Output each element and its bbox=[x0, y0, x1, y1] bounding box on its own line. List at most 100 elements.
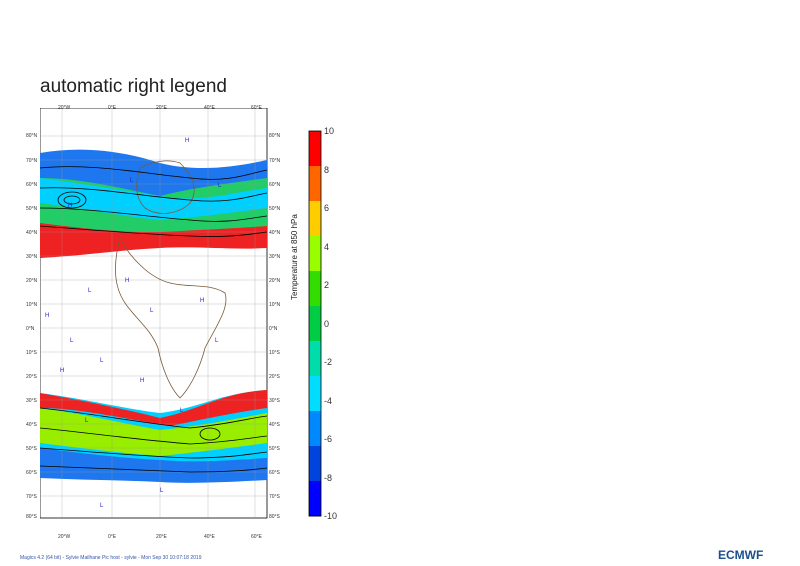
pressure-marker: H bbox=[45, 313, 50, 319]
lat-label-left: 10°N bbox=[26, 302, 38, 308]
legend-swatch bbox=[309, 376, 321, 412]
lat-label-left: 60°N bbox=[26, 182, 38, 188]
africa-coastline bbox=[115, 236, 227, 399]
northern-red-band bbox=[40, 223, 267, 258]
lat-label-right: 40°N bbox=[269, 230, 281, 236]
lat-label-right: 30°S bbox=[269, 398, 280, 404]
legend-colorbar bbox=[308, 130, 322, 517]
pressure-marker: L bbox=[100, 503, 104, 509]
lon-label: 20°W bbox=[58, 105, 71, 111]
legend-swatch bbox=[309, 201, 321, 237]
lon-label: 20°E bbox=[156, 105, 167, 111]
legend-swatch bbox=[309, 481, 321, 517]
pressure-marker: L bbox=[85, 418, 89, 424]
pressure-marker: L bbox=[100, 358, 104, 364]
lat-label-right: 50°S bbox=[269, 446, 280, 452]
lat-label-left: 40°S bbox=[26, 422, 37, 428]
lat-label-left: 30°N bbox=[26, 254, 38, 260]
legend-tick: 8 bbox=[324, 164, 330, 175]
footer-credit: Magics 4.2 (64 bit) - Sylvie Mailhane Pi… bbox=[20, 555, 202, 561]
lat-label-right: 60°N bbox=[269, 182, 281, 188]
lat-label-left: 20°N bbox=[26, 278, 38, 284]
legend-swatch bbox=[309, 271, 321, 307]
plot-title: automatic right legend bbox=[40, 76, 227, 97]
lat-label-left: 10°S bbox=[26, 350, 37, 356]
lat-label-left: 30°S bbox=[26, 398, 37, 404]
lon-label: 20°E bbox=[156, 534, 167, 540]
legend-tick: -6 bbox=[324, 434, 333, 444]
lat-label-right: 70°N bbox=[269, 158, 281, 164]
northern-cyan-band bbox=[40, 178, 267, 220]
legend-swatch bbox=[309, 411, 321, 447]
pressure-marker: H bbox=[200, 298, 205, 304]
lat-label-right: 50°N bbox=[269, 206, 281, 212]
lat-label-left: 0°N bbox=[26, 326, 35, 332]
legend-swatch bbox=[309, 236, 321, 272]
pressure-marker: H bbox=[60, 368, 65, 374]
ecmwf-logo: ECMWF bbox=[718, 548, 764, 562]
southern-red-band bbox=[40, 390, 267, 426]
lat-label-right: 80°S bbox=[269, 514, 280, 520]
lat-label-left: 20°S bbox=[26, 374, 37, 380]
lat-label-right: 40°S bbox=[269, 422, 280, 428]
lon-label: 0°E bbox=[108, 105, 117, 111]
legend-swatch bbox=[309, 341, 321, 377]
lon-label: 60°E bbox=[251, 105, 262, 111]
legend-title: Temperature at 850 hPa bbox=[290, 214, 299, 300]
pressure-marker: L bbox=[218, 183, 222, 189]
lat-label-right: 10°S bbox=[269, 350, 280, 356]
lon-label: 60°E bbox=[251, 534, 262, 540]
pressure-marker: H bbox=[68, 203, 73, 209]
legend-swatch bbox=[309, 306, 321, 342]
lat-label-left: 50°N bbox=[26, 206, 38, 212]
pressure-marker: L bbox=[88, 288, 92, 294]
pressure-marker: L bbox=[130, 178, 134, 184]
lat-label-right: 20°S bbox=[269, 374, 280, 380]
map-canvas bbox=[39, 107, 268, 519]
pressure-marker: L bbox=[160, 488, 164, 494]
lat-label-right: 10°N bbox=[269, 302, 281, 308]
lat-label-right: 70°S bbox=[269, 494, 280, 500]
lat-label-left: 70°S bbox=[26, 494, 37, 500]
pressure-marker: H bbox=[185, 138, 190, 144]
pressure-marker: H bbox=[125, 278, 130, 284]
lat-label-left: 80°N bbox=[26, 133, 38, 139]
pressure-marker: L bbox=[215, 338, 219, 344]
europe-coastline bbox=[136, 160, 195, 214]
lat-label-left: 70°N bbox=[26, 158, 38, 164]
legend-tick: 0 bbox=[324, 318, 330, 329]
pressure-marker: L bbox=[70, 338, 74, 344]
lat-label-right: 80°N bbox=[269, 133, 281, 139]
legend-tick: 6 bbox=[324, 203, 330, 213]
lat-label-right: 60°S bbox=[269, 470, 280, 476]
lat-label-right: 0°N bbox=[269, 326, 278, 332]
color-legend: 10 8 6 4 2 0 -2 -4 -6 -8 -10 Temperature at 850 hP… bbox=[290, 126, 360, 525]
legend-swatch bbox=[309, 131, 321, 167]
pressure-marker: L bbox=[150, 308, 154, 314]
lat-label-right: 20°N bbox=[269, 278, 281, 284]
legend-tick: 4 bbox=[324, 241, 330, 252]
lon-label: 20°W bbox=[58, 534, 71, 540]
lon-label: 0°E bbox=[108, 534, 117, 540]
southern-blue-band bbox=[40, 448, 267, 483]
legend-tick: 10 bbox=[324, 126, 335, 136]
legend-tick: -2 bbox=[324, 357, 333, 367]
southern-green-band bbox=[40, 408, 267, 456]
legend-tick: -10 bbox=[324, 511, 338, 521]
lat-label-left: 50°S bbox=[26, 446, 37, 452]
lat-label-right: 30°N bbox=[269, 254, 281, 260]
pressure-marker: L bbox=[180, 408, 184, 414]
legend-swatch bbox=[309, 166, 321, 202]
isobar-contours bbox=[39, 166, 268, 473]
legend-swatch bbox=[309, 446, 321, 482]
lat-label-left: 40°N bbox=[26, 230, 38, 236]
pressure-marker: H bbox=[140, 378, 145, 384]
legend-tick: 2 bbox=[324, 280, 330, 290]
legend-tick: -8 bbox=[324, 472, 333, 483]
lat-label-left: 80°S bbox=[26, 514, 37, 520]
map-panel: 20°W 0°E 20°E 40°E 60°E 20°W 0°E 20°E 40… bbox=[26, 105, 290, 540]
lat-label-left: 60°S bbox=[26, 470, 37, 476]
lon-label: 40°E bbox=[204, 534, 215, 540]
legend-tick: -4 bbox=[324, 395, 333, 406]
lon-label: 40°E bbox=[204, 105, 215, 111]
